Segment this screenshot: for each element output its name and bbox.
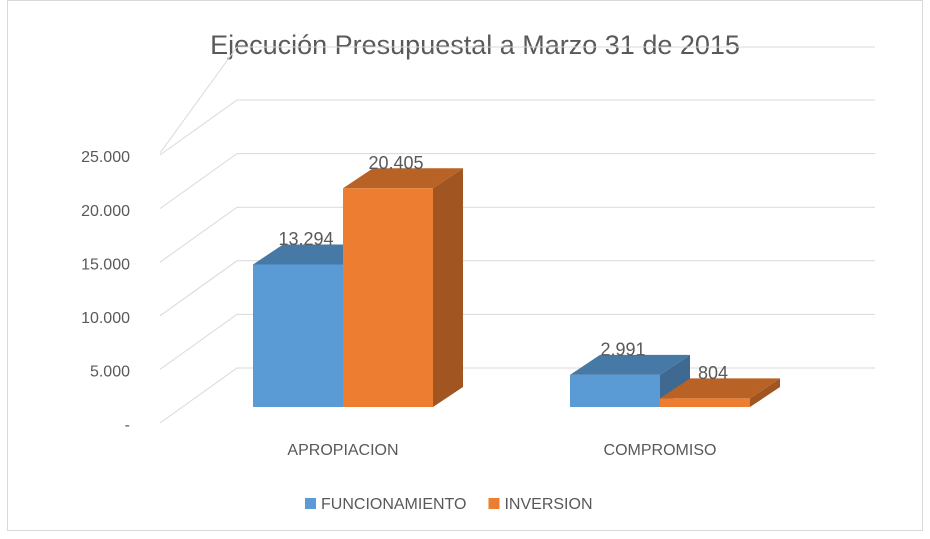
grid-line [159,260,875,317]
chart-frame [7,0,923,531]
chart-title: Ejecución Presupuestal a Marzo 31 de 201… [210,30,740,60]
data-label: 13.294 [278,229,333,249]
legend-label: FUNCIONAMIENTO [321,496,466,513]
bar [570,374,660,407]
data-label: 20.405 [368,153,423,173]
legend-label: INVERSION [504,496,592,513]
bar-side [750,378,780,407]
bar-top [570,354,690,375]
legend-swatch [305,498,316,509]
grid-line [159,99,875,156]
y-tick-label: 15.000 [81,256,130,273]
y-tick-label: 25.000 [81,149,130,166]
x-tick-label: APROPIACION [287,442,398,459]
y-tick-label: 20.000 [81,203,130,220]
y-tick-label: 10.000 [81,310,130,327]
grid-line [159,153,875,210]
grid-line [159,206,875,263]
bar [660,398,750,407]
bar-top [343,168,463,189]
data-label: 2.991 [600,340,645,360]
data-label: 804 [698,363,728,383]
bar [253,264,343,407]
y-tick-label: 5.000 [90,364,130,381]
bar [343,188,433,407]
grid-line [159,313,875,370]
bar-side [433,168,463,407]
bar-top [660,378,780,399]
legend-swatch [488,498,500,509]
x-tick-label: COMPROMISO [604,442,717,459]
plot-edge [159,46,875,154]
y-tick-label: - [125,417,130,434]
